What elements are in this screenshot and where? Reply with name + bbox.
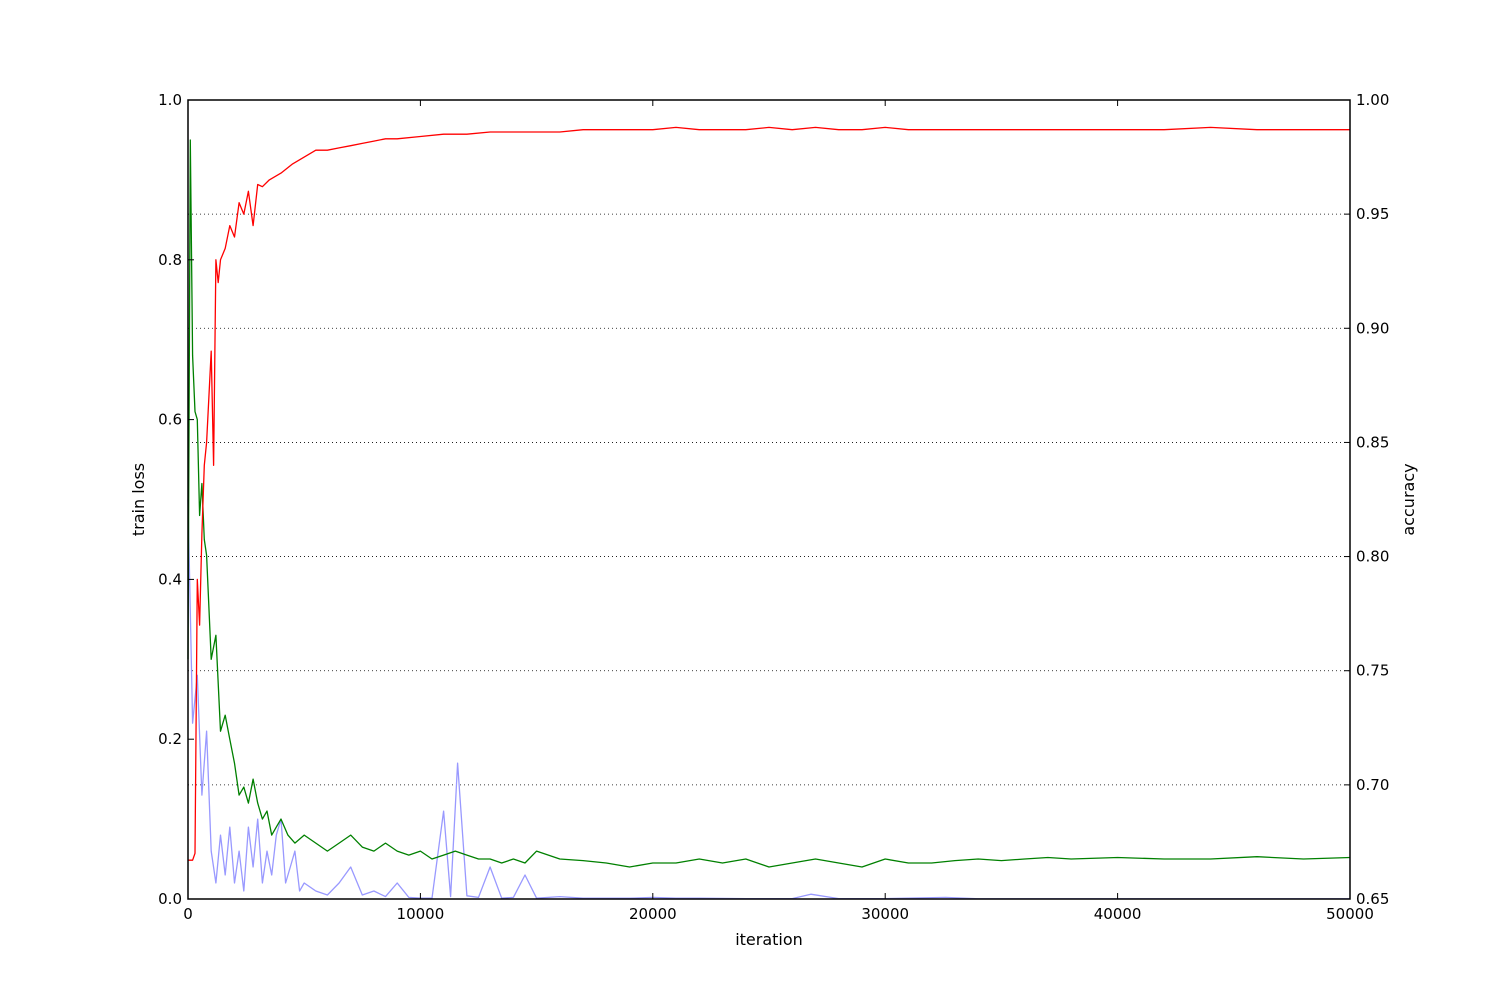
grid-lines: [188, 213, 1350, 786]
series-layer: [187, 126, 1351, 900]
x-tick-label: 50000: [1326, 905, 1374, 923]
x-tick-label: 40000: [1094, 905, 1142, 923]
y-tick-label: 0.0: [158, 890, 182, 908]
y2-tick-label: 0.90: [1356, 319, 1389, 337]
y-tick-label: 0.6: [158, 411, 182, 429]
ticks-layer: 0 10000 20000 30000 40000 50000 0.0 0.2 0.4 0.6 0.…: [158, 91, 1389, 923]
x-axis-label: iteration: [735, 930, 803, 949]
y2-tick-label: 0.75: [1356, 662, 1389, 680]
y2-tick-label: 0.85: [1356, 433, 1389, 451]
y2-tick-label: 1.00: [1356, 91, 1389, 109]
y2-tick-label: 0.95: [1356, 205, 1389, 223]
y-tick-label: 0.8: [158, 251, 182, 269]
y2-tick-label: 0.80: [1356, 548, 1389, 566]
x-tick-label: 10000: [397, 905, 445, 923]
plot-frame: [187, 99, 1351, 900]
series-line-red: [188, 126, 1350, 861]
plot-area: [188, 100, 1350, 899]
x-tick-label: 0: [183, 905, 193, 923]
y-tick-label: 0.2: [158, 730, 182, 748]
y-tick-label: 0.4: [158, 570, 182, 588]
series-line-blue: [187, 499, 1350, 900]
y2-tick-label: 0.65: [1356, 890, 1389, 908]
series-line-green: [187, 139, 1351, 868]
x-tick-label: 20000: [629, 905, 677, 923]
y2-axis-label: accuracy: [1399, 463, 1418, 535]
y-axis-label: train loss: [129, 463, 148, 536]
y-tick-label: 1.0: [158, 91, 182, 109]
y2-tick-label: 0.70: [1356, 776, 1389, 794]
x-tick-label: 30000: [861, 905, 909, 923]
